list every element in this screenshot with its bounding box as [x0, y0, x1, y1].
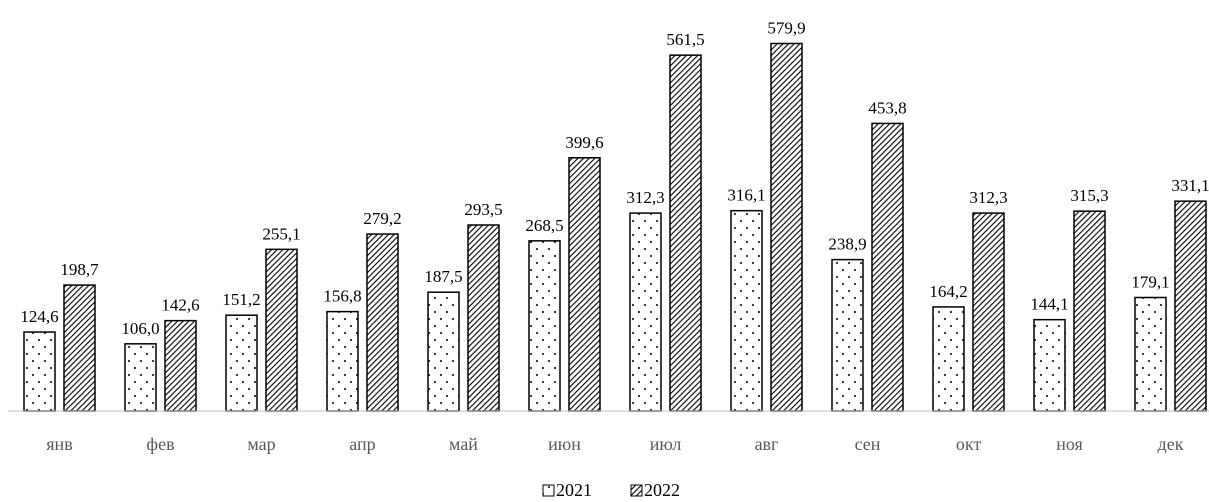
data-label-2021-7: 316,1 — [727, 186, 765, 205]
bar-2022-3 — [366, 233, 399, 412]
data-label-2022-6: 561,5 — [666, 30, 704, 49]
data-label-2022-9: 312,3 — [969, 188, 1007, 207]
category-label-0: янв — [46, 434, 72, 454]
bar-2022-0 — [63, 284, 96, 412]
legend: 2021 2022 — [542, 480, 680, 500]
category-label-1: фев — [146, 434, 174, 454]
bar-2021-4 — [427, 291, 460, 412]
data-label-2021-10: 144,1 — [1030, 295, 1068, 314]
data-label-2021-6: 312,3 — [626, 188, 664, 207]
bar-2021-5 — [528, 240, 561, 412]
category-label-7: авг — [755, 434, 779, 454]
data-label-2022-2: 255,1 — [262, 224, 300, 243]
data-label-2022-5: 399,6 — [565, 133, 603, 152]
category-label-10: ноя — [1056, 434, 1083, 454]
bar-2021-11 — [1134, 296, 1167, 412]
category-label-6: июл — [650, 434, 682, 454]
data-label-2021-8: 238,9 — [828, 235, 866, 254]
data-label-2021-1: 106,0 — [121, 319, 159, 338]
bar-2021-6 — [629, 212, 662, 412]
data-label-2022-11: 331,1 — [1171, 176, 1209, 195]
data-label-2022-7: 579,9 — [767, 19, 805, 38]
bar-2022-8 — [871, 122, 904, 412]
bar-2022-4 — [467, 224, 500, 412]
category-label-3: апр — [349, 434, 375, 454]
data-label-2021-5: 268,5 — [525, 216, 563, 235]
category-label-11: дек — [1158, 434, 1184, 454]
bar-2022-6 — [669, 54, 702, 412]
category-labels: янв фев мар апр май июн июл авг сен окт ноя дек — [46, 434, 1183, 454]
bar-2022-5 — [568, 157, 601, 412]
bar-2021-8 — [831, 258, 864, 412]
category-label-4: май — [449, 434, 478, 454]
bar-2022-2 — [265, 248, 298, 412]
data-label-2022-10: 315,3 — [1070, 186, 1108, 205]
data-label-2022-3: 279,2 — [363, 209, 401, 228]
bar-2022-1 — [164, 319, 197, 412]
category-label-5: июн — [548, 434, 581, 454]
legend-swatch-2021 — [542, 484, 555, 497]
bar-2021-1 — [124, 343, 157, 412]
bar-2022-10 — [1073, 210, 1106, 412]
bar-2021-0 — [23, 331, 56, 412]
category-label-2: мар — [247, 434, 275, 454]
data-label-2021-11: 179,1 — [1131, 272, 1169, 291]
data-label-2022-1: 142,6 — [161, 296, 199, 315]
data-label-2021-4: 187,5 — [424, 267, 462, 286]
category-label-8: сен — [855, 434, 881, 454]
bar-2021-3 — [326, 310, 359, 412]
data-label-2021-9: 164,2 — [929, 282, 967, 301]
bar-2022-9 — [972, 212, 1005, 412]
bar-2022-7 — [770, 42, 803, 412]
bar-2021-2 — [225, 314, 258, 412]
legend-label-2021: 2021 — [556, 480, 592, 500]
legend-label-2022: 2022 — [644, 480, 680, 500]
data-label-2022-8: 453,8 — [868, 98, 906, 117]
data-label-2022-4: 293,5 — [464, 200, 502, 219]
bar-2022-11 — [1174, 200, 1207, 412]
data-label-2021-2: 151,2 — [222, 290, 260, 309]
data-label-2021-0: 124,6 — [20, 307, 58, 326]
data-label-2022-0: 198,7 — [60, 260, 99, 279]
data-label-2021-3: 156,8 — [323, 287, 361, 306]
bar-2021-10 — [1033, 318, 1066, 412]
bar-2021-7 — [730, 209, 763, 412]
category-label-9: окт — [956, 434, 982, 454]
bar-2021-9 — [932, 306, 965, 412]
legend-swatch-2022 — [630, 484, 643, 497]
